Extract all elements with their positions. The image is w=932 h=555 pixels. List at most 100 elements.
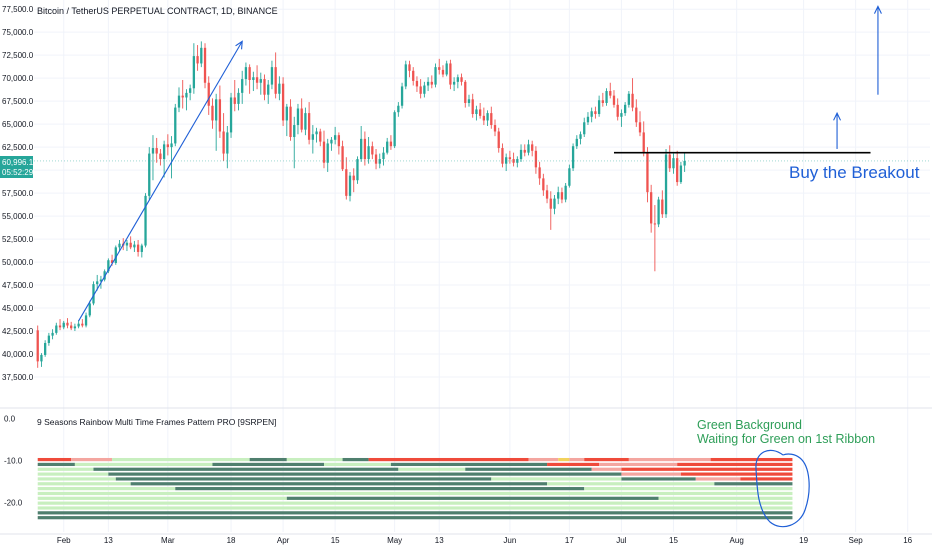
candle-body	[281, 83, 285, 121]
ribbon-segment	[342, 457, 369, 462]
candle-body	[653, 223, 657, 225]
candle-body	[181, 95, 184, 98]
candle-body	[464, 81, 467, 103]
candle-body	[58, 325, 62, 328]
candle-body	[44, 342, 47, 355]
candle-body	[549, 198, 552, 209]
candle-body	[285, 106, 288, 121]
ribbon-segment	[680, 472, 793, 476]
ribbon-segment	[130, 482, 548, 486]
candle-body	[73, 326, 77, 329]
indicator-tick-label: -20.0	[4, 499, 23, 508]
ribbon-segment	[584, 487, 793, 491]
ribbon-segment	[558, 457, 570, 462]
candle-body	[352, 175, 355, 181]
candle-body	[133, 244, 136, 248]
candle-body	[77, 323, 80, 327]
time-tick-label: 13	[435, 536, 444, 545]
ribbon-segment	[71, 457, 113, 462]
candle-body	[84, 315, 88, 326]
candle-body	[229, 97, 233, 133]
candle-body	[203, 47, 207, 83]
indicator-annotation-line1: Green Background	[697, 418, 802, 432]
candle-body	[471, 99, 474, 115]
candle-body	[151, 148, 155, 154]
time-tick-label: May	[387, 536, 402, 545]
time-tick-label: 19	[799, 536, 808, 545]
candle-body	[144, 195, 147, 246]
candle-body	[501, 148, 504, 164]
candle-body	[397, 105, 400, 113]
ribbon-segment	[710, 457, 793, 462]
ribbon-segment	[108, 472, 622, 476]
candle-body	[512, 159, 515, 163]
candle-body	[452, 81, 456, 85]
candle-body	[304, 113, 307, 130]
candle-body	[460, 77, 463, 82]
candle-body	[638, 122, 642, 133]
ribbon-segment	[37, 472, 109, 476]
candle-body	[382, 152, 385, 160]
ribbon-segment	[37, 501, 793, 505]
ribbon-segment	[569, 457, 585, 462]
candle-body	[412, 70, 415, 81]
price-tick-label: 75,000.0	[2, 28, 34, 37]
candle-body	[505, 157, 508, 164]
candle-body	[211, 105, 214, 121]
ribbon-segment	[677, 462, 793, 467]
candle-body	[527, 144, 530, 153]
price-tick-label: 72,500.0	[2, 51, 34, 60]
candle-body	[575, 138, 578, 147]
price-tick-label: 40,000.0	[2, 350, 34, 359]
candle-body	[244, 67, 248, 80]
ribbon-segment	[547, 482, 715, 486]
candle-body	[486, 113, 489, 121]
ribbon-segment	[390, 462, 548, 467]
candle-body	[371, 146, 374, 155]
candle-body	[519, 149, 523, 160]
candle-body	[363, 138, 367, 160]
candle-body	[646, 152, 649, 193]
candle-body	[586, 116, 590, 123]
candle-body	[159, 153, 162, 160]
candle-body	[40, 354, 43, 362]
candle-body	[508, 157, 512, 160]
price-tick-label: 45,000.0	[2, 304, 34, 313]
candle-body	[188, 88, 192, 93]
candle-body	[99, 279, 103, 282]
candle-body	[367, 146, 370, 160]
ribbon-segment	[93, 467, 399, 471]
ribbon-segment	[621, 467, 793, 471]
candle-body	[386, 141, 389, 153]
candle-body	[415, 80, 419, 87]
candle-body	[218, 99, 222, 132]
candle-body	[255, 77, 259, 83]
candle-body	[322, 141, 326, 163]
ribbon-segment	[628, 457, 711, 462]
candle-body	[568, 168, 571, 186]
price-tick-label: 77,500.0	[2, 5, 34, 14]
ribbon-segment	[286, 457, 343, 462]
ribbon-segment	[37, 467, 94, 471]
candle-body	[419, 86, 422, 94]
ribbon-segment	[112, 457, 250, 462]
trend-arrow-line	[78, 41, 243, 322]
price-badge: 60,996.1 05:52:29	[0, 156, 34, 178]
time-tick-label: Feb	[57, 536, 71, 545]
candle-body	[241, 79, 244, 93]
candle-body	[267, 84, 270, 95]
candle-body	[125, 242, 129, 246]
candle-body	[642, 132, 645, 153]
price-tick-label: 57,500.0	[2, 189, 34, 198]
axis-layer: 77,500.0 75,000.0 72,500.0 70,000.0 67,500.0…	[0, 5, 932, 545]
candle-body	[289, 106, 292, 138]
candle-body	[679, 165, 683, 183]
candle-body	[475, 109, 478, 115]
candle-body	[36, 330, 39, 362]
candle-body	[307, 113, 311, 140]
candle-body	[107, 260, 110, 272]
candle-body	[237, 92, 240, 104]
ribbon-segment	[115, 477, 492, 481]
ribbon-segment	[740, 477, 793, 481]
